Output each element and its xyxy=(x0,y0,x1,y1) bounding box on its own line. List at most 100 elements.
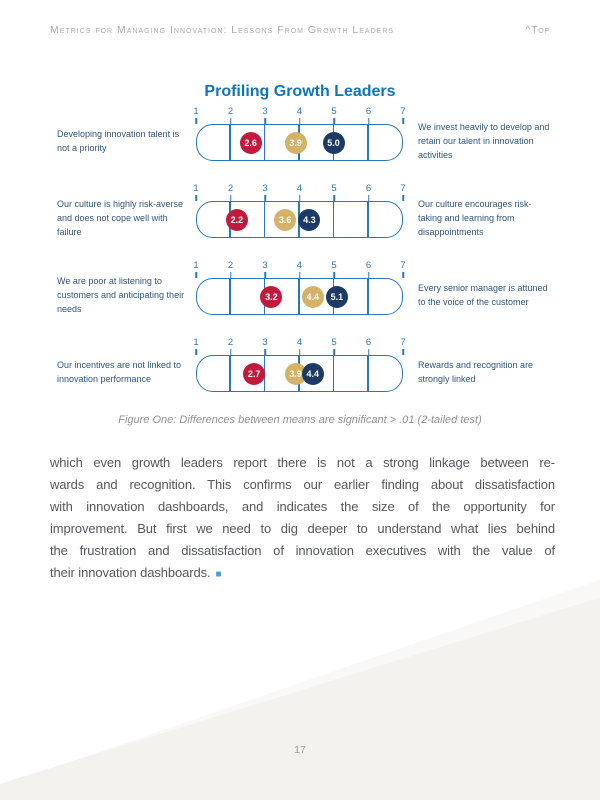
tick-line xyxy=(264,195,266,201)
right-anchor-label: We invest heavily to develop and retain … xyxy=(418,121,550,160)
mean-dot-red: 2.7 xyxy=(243,362,266,385)
tick-line xyxy=(264,272,266,278)
tick-line xyxy=(298,272,301,278)
mean-dot-red: 3.2 xyxy=(260,285,283,308)
body-text-line: improvement. But first we need to dig de… xyxy=(50,521,555,536)
mean-dot-gold: 3.9 xyxy=(284,362,307,385)
tick-label: 6 xyxy=(365,337,372,348)
tick-line xyxy=(195,118,197,124)
body-text-line: wards and recognition. This confirms our… xyxy=(50,477,555,492)
tick-label: 2 xyxy=(227,337,234,348)
left-anchor-label: Our incentives are not linked to innovat… xyxy=(57,359,182,384)
tick-line xyxy=(264,349,266,355)
right-anchor-label: Rewards and recognition are strongly lin… xyxy=(418,359,534,384)
scale-track: 2.6 3.9 5.0 xyxy=(196,124,403,161)
scale-gridline xyxy=(367,279,369,314)
mean-dot-red: 2.6 xyxy=(239,131,262,154)
body-text-line: their innovation dashboards. ■ xyxy=(50,562,555,586)
tick-line xyxy=(402,272,404,278)
tick-label: 7 xyxy=(400,106,406,117)
body-text-last-line: their innovation dashboards. xyxy=(50,565,211,580)
tick-line xyxy=(333,195,335,201)
scale-track: 2.7 3.9 4.4 xyxy=(196,355,403,392)
right-anchor-label: Every senior manager is attuned to the v… xyxy=(418,282,548,307)
tick-line xyxy=(333,349,335,355)
left-anchor-label: Developing innovation talent is not a pr… xyxy=(57,128,180,153)
scale-gridline xyxy=(367,202,369,237)
page-number: 17 xyxy=(294,744,306,756)
scale-gridline xyxy=(263,125,266,160)
rating-scale: 1 2 3 4 5 6 7 2.6 3.9 5.0 xyxy=(193,106,406,161)
scale-gridline xyxy=(298,279,300,314)
back-to-top-link[interactable]: ^Top xyxy=(525,24,550,36)
scale-gridline xyxy=(229,125,231,160)
mean-dot-gold: 4.4 xyxy=(301,285,324,308)
rating-scale: 1 2 3 4 5 6 7 2.2 3.6 4.3 xyxy=(193,183,406,238)
body-text-line: the frustration and dissatisfaction of i… xyxy=(50,543,555,558)
scale-row-incentives: Our incentives are not linked to innovat… xyxy=(57,337,600,392)
figure-caption: Figure One: Differences between means ar… xyxy=(118,414,482,426)
scale-gridline xyxy=(229,279,231,314)
tick-label: 4 xyxy=(296,183,303,194)
tick-label: 6 xyxy=(365,183,372,194)
chart-rows: Developing innovation talent is not a pr… xyxy=(0,106,600,392)
tick-label: 4 xyxy=(296,337,303,348)
right-anchor-label: Our culture encourages risk-taking and l… xyxy=(418,198,532,237)
scale-gridline xyxy=(367,356,369,391)
scale-row-culture: Our culture is highly risk-averse and do… xyxy=(57,183,600,238)
tick-label: 1 xyxy=(193,183,199,194)
tick-line xyxy=(367,118,370,124)
tick-line xyxy=(367,272,370,278)
tick-label: 7 xyxy=(400,183,406,194)
figure-title: Profiling Growth Leaders xyxy=(204,83,396,100)
scale-gridline xyxy=(332,356,335,391)
scale-track: 2.2 3.6 4.3 xyxy=(196,201,403,238)
tick-label: 6 xyxy=(365,106,372,117)
tick-line xyxy=(229,195,232,201)
page-header: Metrics for Managing Innovation: Lessons… xyxy=(50,24,550,36)
document-page: Metrics for Managing Innovation: Lessons… xyxy=(0,24,600,800)
mean-dot-red: 2.2 xyxy=(225,208,248,231)
tick-label: 3 xyxy=(262,260,268,271)
body-text: which even growth leaders report there i… xyxy=(50,452,555,586)
tick-line xyxy=(195,195,197,201)
left-anchor-label: Our culture is highly risk-averse and do… xyxy=(57,198,184,237)
mean-dot-navy: 4.3 xyxy=(298,208,321,231)
scale-gridline xyxy=(263,202,266,237)
tick-line xyxy=(333,272,335,278)
tick-label: 7 xyxy=(400,337,406,348)
tick-label: 7 xyxy=(400,260,406,271)
tick-label: 2 xyxy=(227,260,234,271)
tick-label: 6 xyxy=(365,260,372,271)
tick-line xyxy=(195,349,197,355)
body-text-line: with innovation dashboards, and indicate… xyxy=(50,499,555,514)
tick-label: 3 xyxy=(262,337,268,348)
body-text-line: which even growth leaders report there i… xyxy=(50,455,555,470)
tick-line xyxy=(229,272,232,278)
tick-label: 5 xyxy=(331,106,337,117)
tick-label: 1 xyxy=(193,260,199,271)
figure-one: Profiling Growth Leaders Developing inno… xyxy=(0,82,600,426)
mean-dot-gold: 3.9 xyxy=(284,131,307,154)
tick-label: 5 xyxy=(331,260,337,271)
scale-gridline xyxy=(367,125,369,160)
tick-line xyxy=(229,118,232,124)
tick-label: 2 xyxy=(227,183,234,194)
end-of-article-marker-icon: ■ xyxy=(215,569,222,580)
tick-line xyxy=(298,195,301,201)
tick-label: 4 xyxy=(296,106,303,117)
tick-line xyxy=(298,349,301,355)
tick-label: 2 xyxy=(227,106,234,117)
tick-label: 1 xyxy=(193,106,199,117)
tick-label: 1 xyxy=(193,337,199,348)
tick-line xyxy=(367,195,370,201)
mean-dot-navy: 5.1 xyxy=(325,285,348,308)
tick-line xyxy=(229,349,232,355)
tick-label: 5 xyxy=(331,183,337,194)
mean-dot-gold: 3.6 xyxy=(274,208,297,231)
tick-line xyxy=(402,349,404,355)
scale-track: 3.2 4.4 5.1 xyxy=(196,278,403,315)
scale-gridline xyxy=(229,356,231,391)
rating-scale: 1 2 3 4 5 6 7 2.7 3.9 4.4 xyxy=(193,337,406,392)
tick-line xyxy=(402,195,404,201)
